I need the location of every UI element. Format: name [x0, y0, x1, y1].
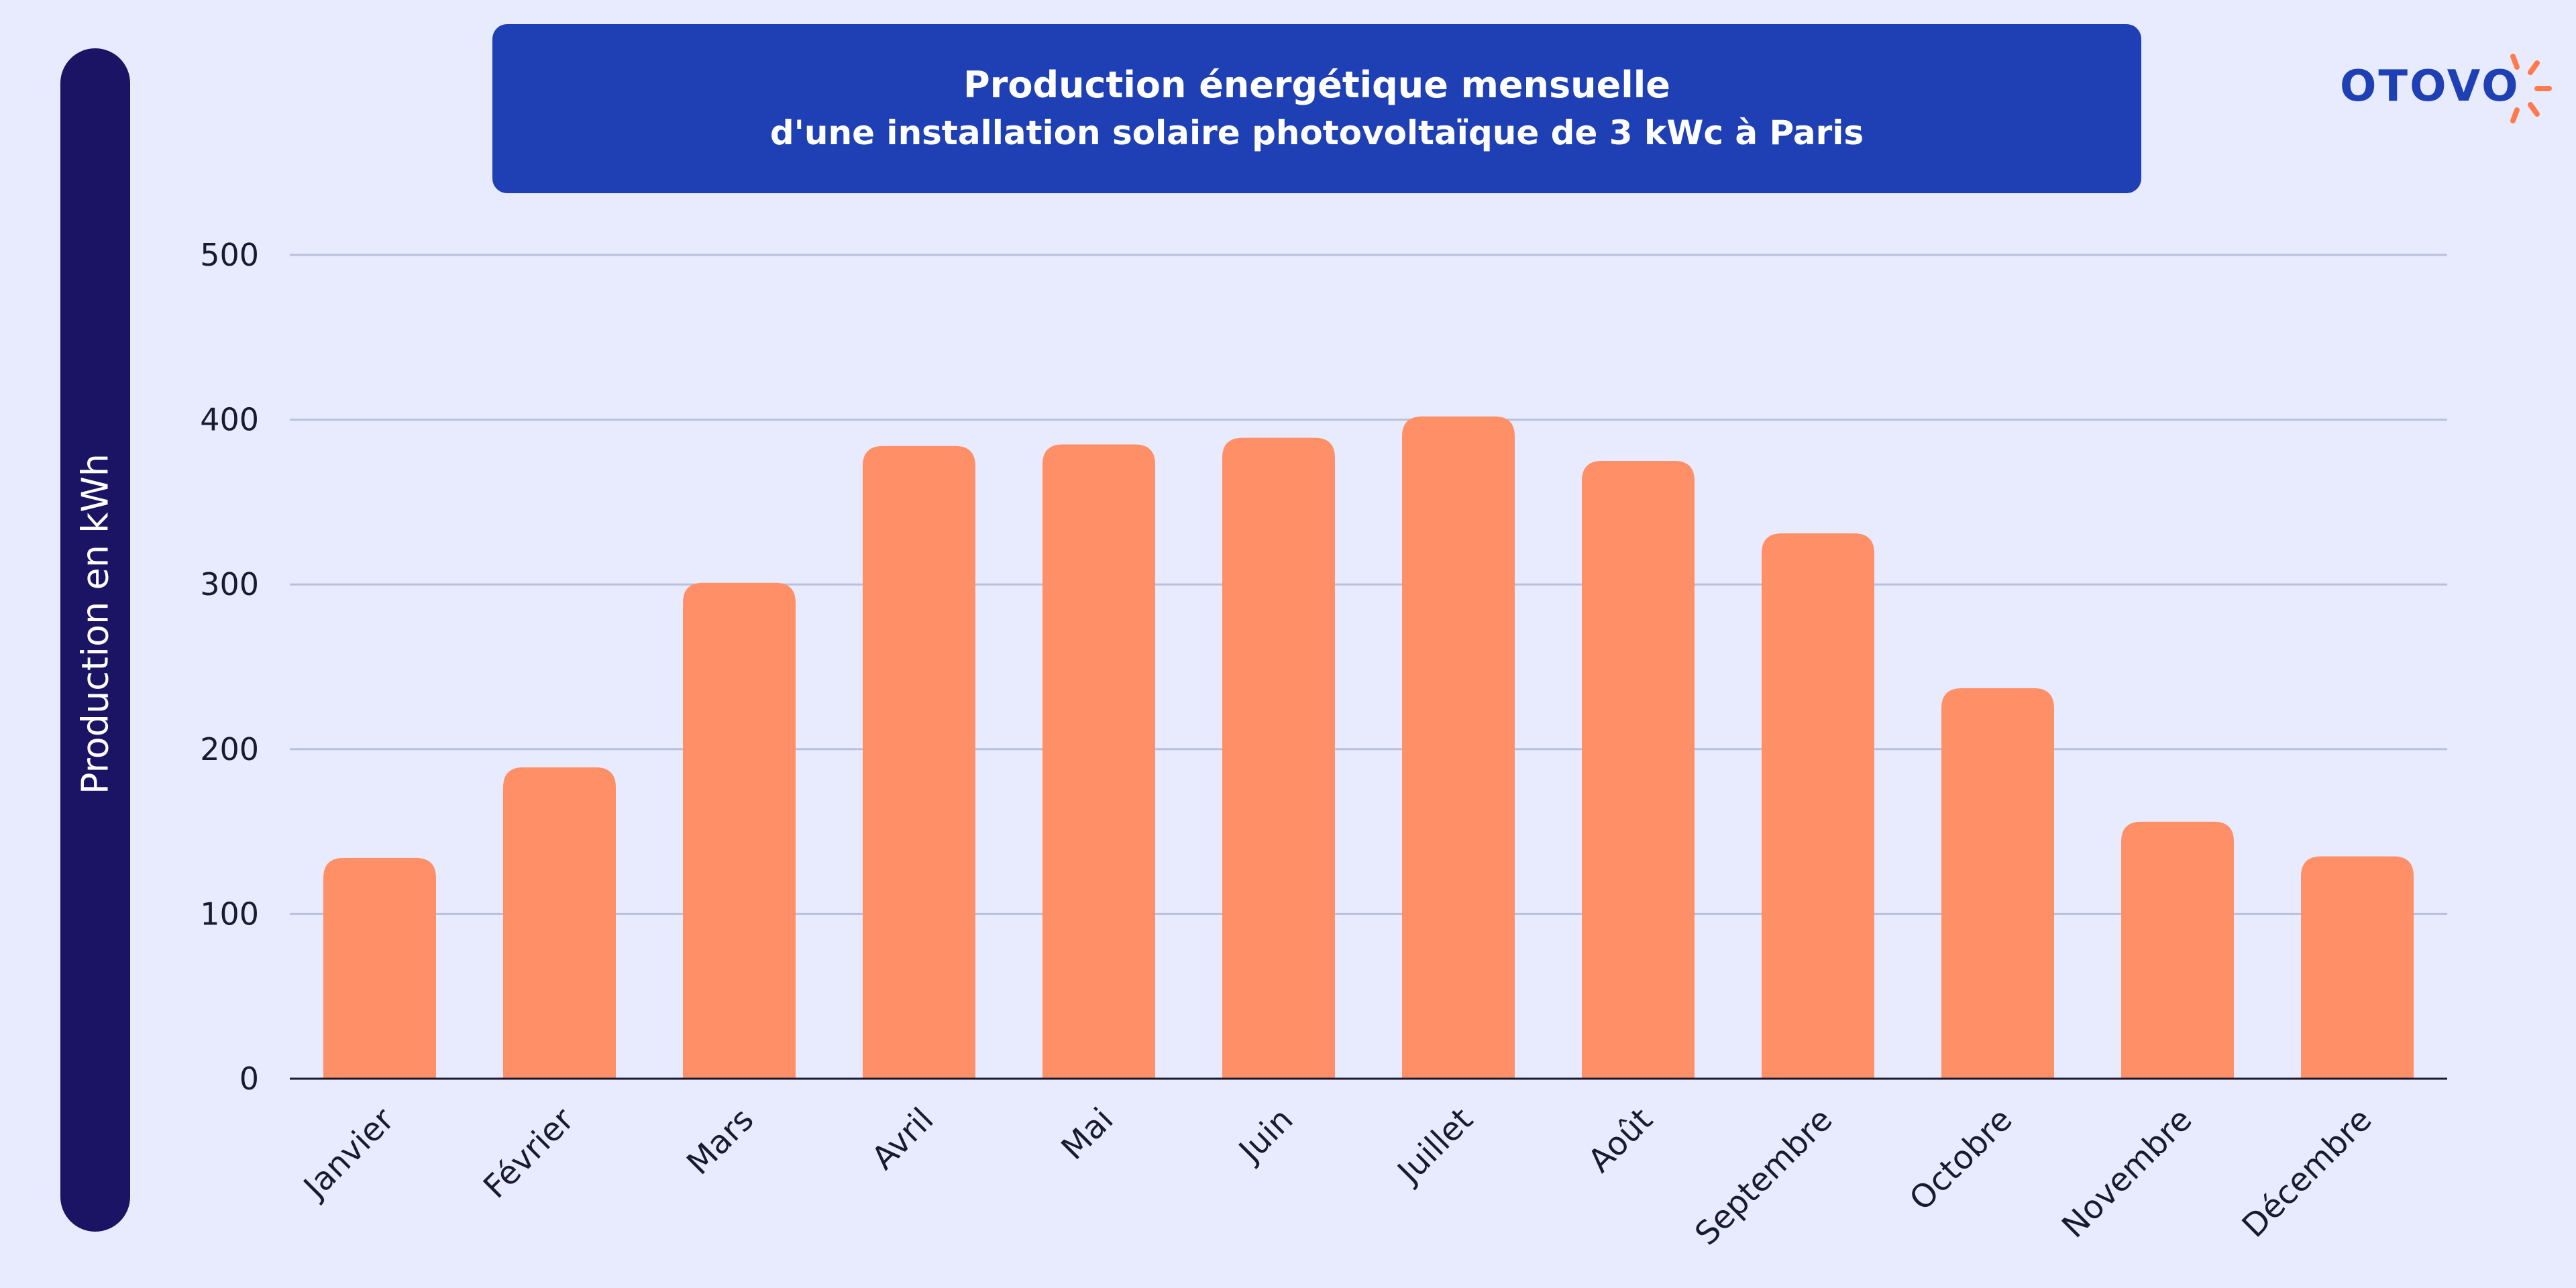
otovo-logo: OTOVO — [2340, 47, 2555, 134]
bar-juillet — [1402, 416, 1515, 1079]
x-tick-label: Décembre — [2235, 1101, 2379, 1245]
bar-novembre — [2121, 821, 2234, 1079]
x-tick-label: Octobre — [1902, 1101, 2020, 1218]
x-tick-label: Avril — [865, 1101, 941, 1177]
title-banner: Production énergétique mensuelle d'une i… — [492, 24, 2141, 193]
x-tick-label: Novembre — [2055, 1101, 2199, 1245]
sun-rays-icon — [2510, 54, 2552, 123]
bar-avril — [863, 445, 975, 1079]
x-tick-label: Juillet — [1389, 1101, 1481, 1192]
bar-juin — [1222, 437, 1335, 1079]
bar-août — [1582, 461, 1695, 1079]
chart-title: Production énergétique mensuelle — [963, 64, 1670, 106]
bar-layer — [323, 416, 2414, 1079]
x-tick-label: Mai — [1054, 1101, 1120, 1167]
x-tick-label: Mars — [680, 1101, 761, 1182]
bar-janvier — [323, 857, 436, 1079]
bar-février — [503, 767, 616, 1079]
x-tick-label: Septembre — [1688, 1101, 1839, 1252]
bar-mars — [683, 582, 796, 1079]
bar-octobre — [1941, 688, 2054, 1079]
bar-mai — [1042, 444, 1155, 1079]
ylabel-pill — [60, 48, 130, 1232]
y-tick-label: 100 — [200, 896, 259, 932]
x-tick-label: Février — [476, 1101, 582, 1206]
logo-text: OTOVO — [2340, 62, 2520, 111]
y-tick-label: 300 — [200, 566, 259, 602]
bar-septembre — [1762, 533, 1874, 1079]
grid-layer — [290, 254, 2447, 915]
x-tick-label: Juin — [1230, 1101, 1300, 1171]
y-tick-label: 200 — [200, 731, 259, 767]
chart-subtitle: d'une installation solaire photovoltaïqu… — [769, 113, 1864, 152]
x-tick-label: Août — [1581, 1101, 1660, 1180]
bar-décembre — [2301, 856, 2414, 1079]
y-tick-label: 0 — [239, 1061, 259, 1097]
y-tick-label: 500 — [200, 237, 259, 273]
y-tick-label: 400 — [200, 402, 259, 438]
x-tick-label: Janvier — [295, 1101, 402, 1208]
